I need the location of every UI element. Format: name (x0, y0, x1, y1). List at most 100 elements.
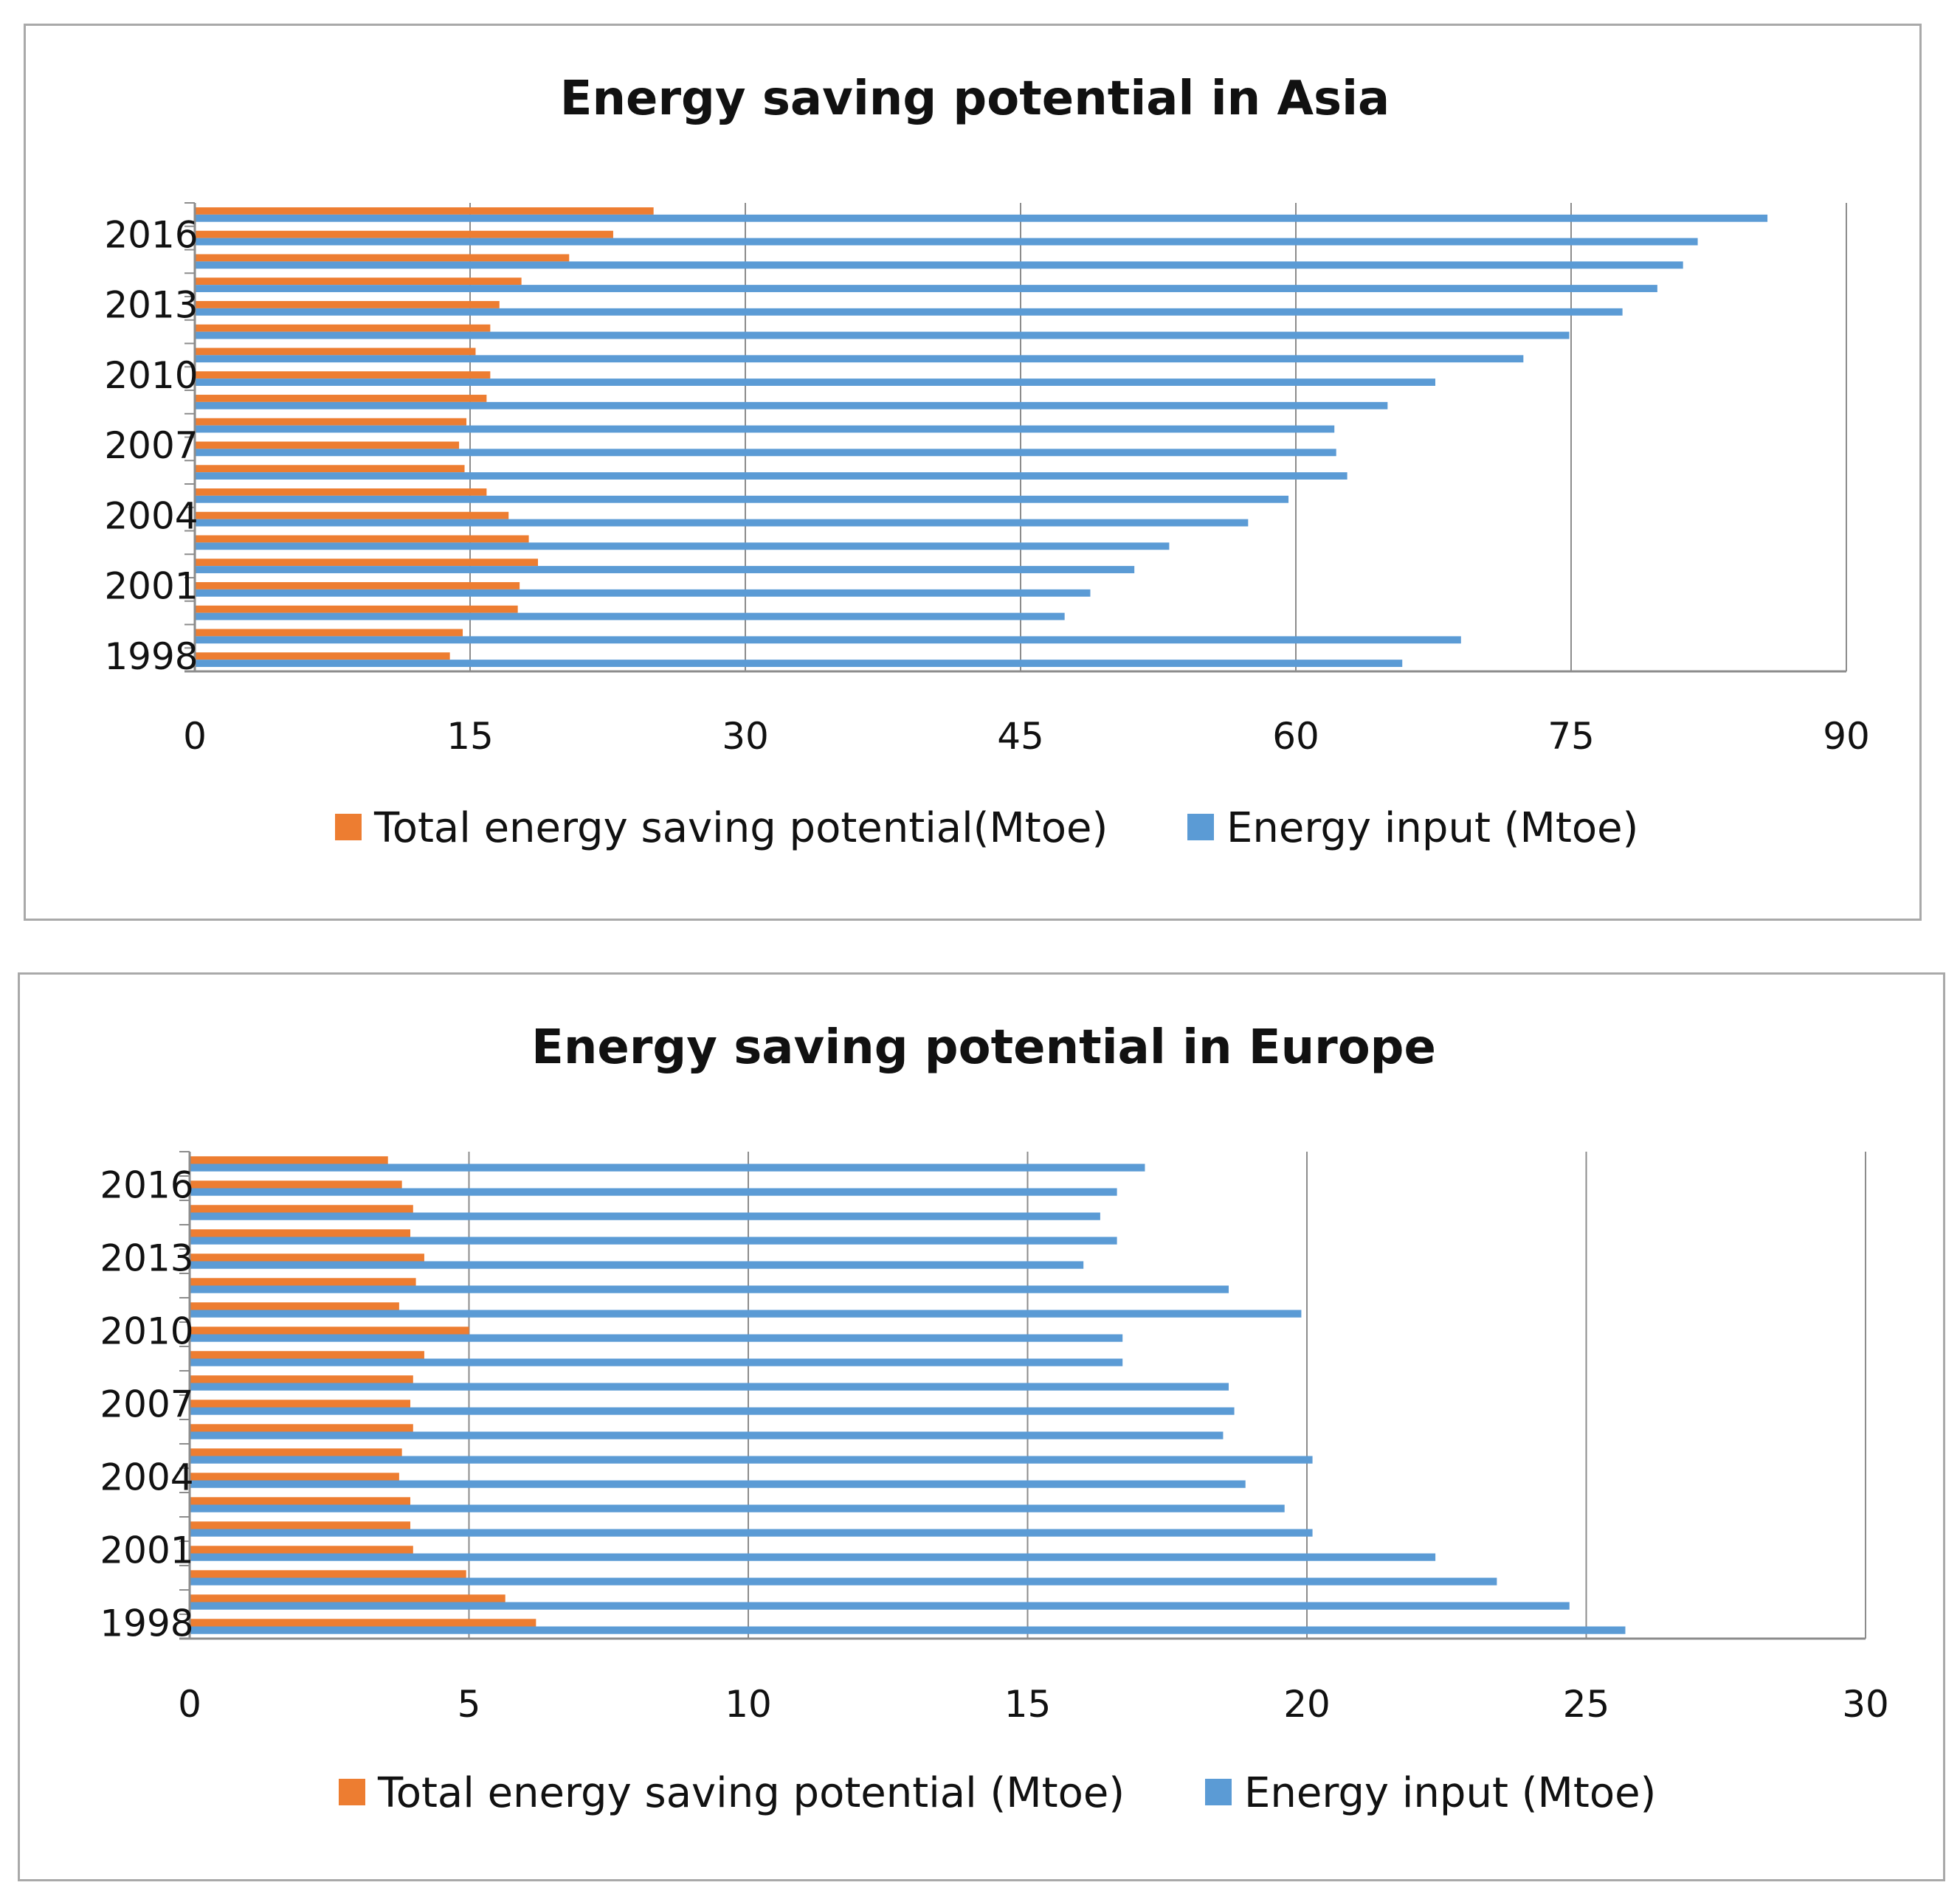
europe-y-tick-label: 2007 (100, 1383, 193, 1426)
asia-legend-label-input: Energy input (Mtoe) (1226, 804, 1638, 852)
asia-x-tick-label: 75 (1547, 715, 1595, 758)
asia-bar-saving-2005 (195, 488, 487, 496)
asia-bar-input-2006 (195, 472, 1348, 480)
europe-x-tick-label: 5 (458, 1683, 481, 1726)
asia-bar-input-2014 (195, 285, 1657, 292)
asia-bar-input-2011 (195, 355, 1524, 363)
europe-x-tick-label: 25 (1563, 1683, 1610, 1726)
europe-bar-input-2005 (190, 1456, 1313, 1464)
asia-bar-saving-2002 (195, 559, 539, 567)
asia-bar-saving-2009 (195, 395, 487, 402)
europe-bar-input-2007 (190, 1407, 1235, 1415)
europe-bar-input-1998 (190, 1626, 1626, 1634)
asia-bar-saving-2010 (195, 371, 491, 379)
asia-bar-input-2003 (195, 542, 1170, 550)
europe-legend-swatch-input (1205, 1779, 1232, 1805)
asia-bar-saving-2001 (195, 582, 520, 589)
asia-x-tick-label: 90 (1823, 715, 1870, 758)
europe-bar-input-2016 (190, 1188, 1117, 1196)
europe-bar-saving-2006 (190, 1424, 413, 1432)
asia-bar-saving-1998 (195, 652, 450, 660)
asia-bar-saving-2004 (195, 511, 509, 519)
europe-bar-input-2006 (190, 1431, 1224, 1439)
asia-bar-saving-2017 (195, 207, 654, 215)
asia-bar-saving-2014 (195, 277, 522, 286)
europe-bar-saving-1999 (190, 1594, 505, 1602)
europe-y-tick-label: 1998 (100, 1602, 193, 1645)
asia-bar-input-2000 (195, 612, 1065, 620)
europe-bar-saving-1998 (190, 1619, 536, 1627)
asia-bar-input-2005 (195, 495, 1289, 503)
europe-bar-input-2011 (190, 1310, 1302, 1318)
europe-x-tick-label: 30 (1842, 1683, 1889, 1726)
europe-y-tick-label: 2004 (100, 1456, 193, 1499)
europe-bar-input-2009 (190, 1358, 1123, 1366)
asia-bar-input-1999 (195, 636, 1461, 644)
europe-bar-input-2002 (190, 1529, 1313, 1537)
europe-bar-input-2015 (190, 1212, 1100, 1220)
asia-bar-input-2009 (195, 401, 1388, 409)
asia-bar-input-2007 (195, 449, 1336, 457)
europe-chart: Energy saving potential in Europe1998200… (100, 1020, 1889, 1817)
asia-bar-saving-2011 (195, 347, 476, 356)
europe-y-tick-label: 2010 (100, 1310, 193, 1353)
asia-y-tick-label: 2013 (104, 284, 198, 327)
europe-x-tick-label: 20 (1283, 1683, 1331, 1726)
asia-bar-saving-2003 (195, 535, 529, 543)
europe-bar-saving-2010 (190, 1327, 469, 1335)
asia-bar-saving-2007 (195, 441, 460, 449)
europe-bar-saving-2016 (190, 1180, 402, 1189)
europe-bar-saving-2013 (190, 1253, 424, 1262)
europe-bar-saving-2009 (190, 1351, 424, 1359)
europe-bar-saving-2012 (190, 1278, 416, 1286)
asia-bar-input-2001 (195, 589, 1091, 597)
asia-y-tick-label: 2001 (104, 565, 198, 608)
europe-bar-input-2001 (190, 1553, 1436, 1561)
europe-bar-saving-2005 (190, 1448, 402, 1456)
europe-x-tick-label: 10 (725, 1683, 772, 1726)
asia-x-tick-label: 45 (997, 715, 1044, 758)
asia-bar-input-2017 (195, 214, 1768, 222)
europe-legend-label-input: Energy input (Mtoe) (1244, 1769, 1656, 1817)
europe-x-tick-label: 0 (178, 1683, 201, 1726)
europe-bar-saving-2007 (190, 1400, 411, 1408)
europe-bar-input-2008 (190, 1383, 1229, 1391)
asia-x-tick-label: 15 (446, 715, 494, 758)
asia-chart: Energy saving potential in Asia 1998 2001 2… (104, 72, 1870, 852)
asia-x-tick-label: 60 (1272, 715, 1319, 758)
asia-bar-input-2016 (195, 238, 1698, 246)
europe-bar-saving-2008 (190, 1375, 413, 1383)
europe-bar-input-1999 (190, 1602, 1570, 1610)
europe-bar-saving-2017 (190, 1156, 388, 1164)
asia-legend-swatch-saving (335, 814, 362, 840)
europe-legend-label-saving: Total energy saving potential (Mtoe) (377, 1769, 1125, 1817)
asia-bar-input-1998 (195, 660, 1403, 667)
asia-y-tick-label: 1998 (104, 635, 198, 678)
europe-y-tick-label: 2016 (100, 1164, 193, 1207)
asia-y-tick-label: 2007 (104, 424, 198, 467)
asia-bar-saving-2015 (195, 254, 570, 262)
europe-legend-swatch-saving (339, 1779, 365, 1805)
asia-bar-saving-2008 (195, 418, 467, 426)
europe-bar-saving-2011 (190, 1302, 399, 1310)
asia-x-tick-label: 30 (722, 715, 769, 758)
europe-bar-input-2004 (190, 1480, 1246, 1488)
asia-bar-input-2015 (195, 261, 1683, 269)
asia-bar-input-2008 (195, 425, 1335, 433)
asia-bar-input-2012 (195, 331, 1570, 339)
europe-bar-saving-2001 (190, 1546, 413, 1554)
europe-bar-saving-2004 (190, 1473, 399, 1481)
asia-bar-input-2004 (195, 519, 1249, 527)
europe-y-tick-label: 2013 (100, 1237, 193, 1280)
europe-y-tick-label: 2001 (100, 1529, 193, 1572)
europe-bar-saving-2000 (190, 1570, 466, 1578)
asia-bar-input-2013 (195, 308, 1623, 316)
europe-bar-input-2017 (190, 1163, 1145, 1172)
asia-bar-input-2002 (195, 566, 1135, 573)
europe-bar-saving-2014 (190, 1229, 411, 1237)
asia-bar-saving-2000 (195, 605, 518, 613)
asia-bar-saving-2012 (195, 324, 491, 332)
europe-bar-saving-2015 (190, 1205, 413, 1213)
europe-bar-input-2013 (190, 1261, 1084, 1269)
asia-chart-frame: Energy saving potential in Asia 1998 2001 2… (24, 24, 1922, 921)
